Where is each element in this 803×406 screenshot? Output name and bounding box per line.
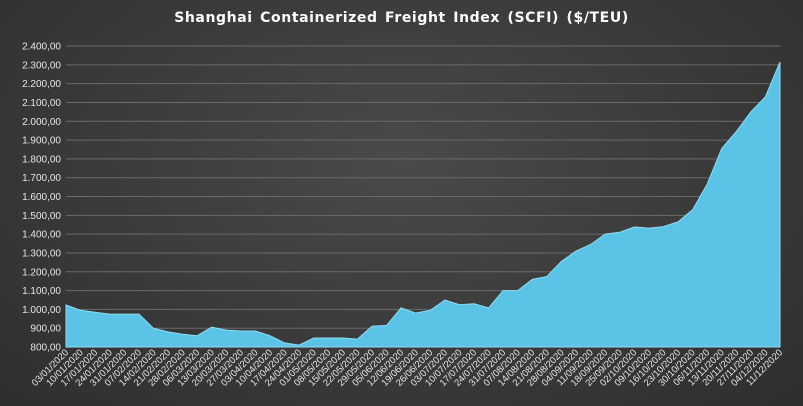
chart-title: Shanghai Containerized Freight Index (SC… xyxy=(174,10,629,26)
y-tick-label: 1.800,00 xyxy=(22,154,61,165)
y-tick-label: 1.600,00 xyxy=(22,192,61,203)
y-tick-label: 2.200,00 xyxy=(22,79,61,90)
y-tick-label: 900,00 xyxy=(30,324,61,335)
y-tick-label: 1.700,00 xyxy=(22,173,61,184)
y-tick-label: 1.100,00 xyxy=(22,286,61,297)
y-tick-label: 1.300,00 xyxy=(22,248,61,259)
y-tick-label: 2.100,00 xyxy=(22,98,61,109)
y-tick-label: 1.500,00 xyxy=(22,211,61,222)
y-tick-label: 1.900,00 xyxy=(22,136,61,147)
series-area xyxy=(65,61,781,348)
y-tick-label: 2.400,00 xyxy=(22,42,61,53)
y-tick-label: 1.200,00 xyxy=(22,267,61,278)
y-tick-label: 1.000,00 xyxy=(22,305,61,316)
y-tick-label: 800,00 xyxy=(30,343,61,354)
y-tick-label: 2.000,00 xyxy=(22,117,61,128)
y-tick-label: 1.400,00 xyxy=(22,230,61,241)
y-tick-label: 2.300,00 xyxy=(22,60,61,71)
